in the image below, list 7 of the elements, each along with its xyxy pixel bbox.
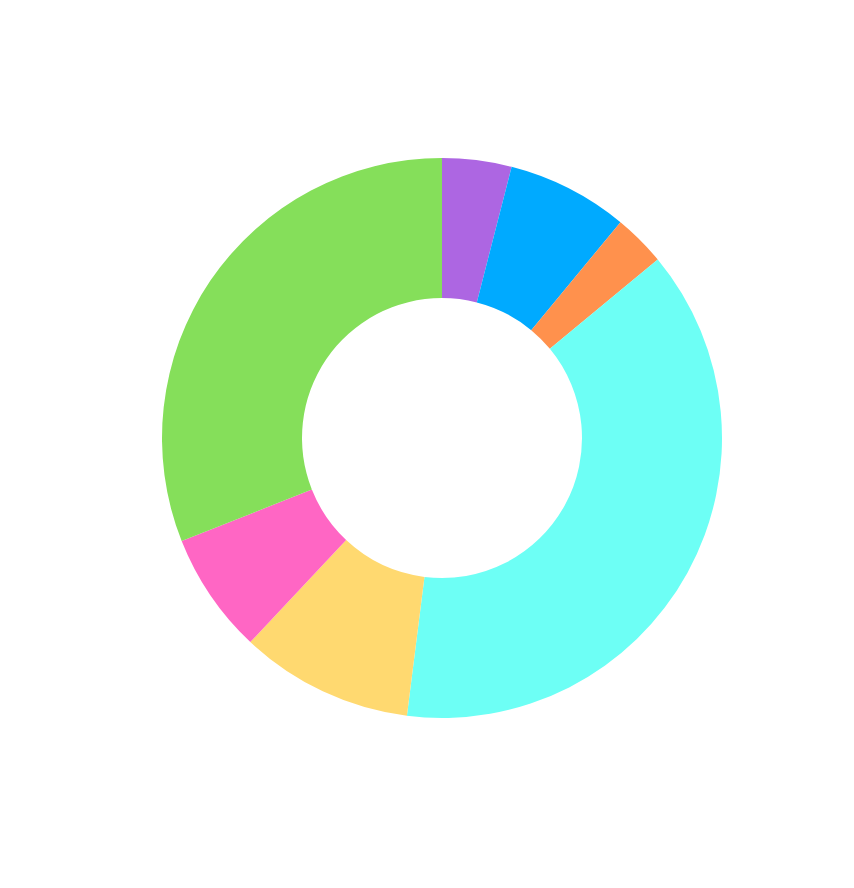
donut-slice — [250, 540, 425, 716]
donut-slice — [531, 222, 658, 349]
donut-slice — [162, 158, 442, 542]
donut-slice — [406, 259, 722, 718]
donut-slice — [442, 158, 512, 303]
donut-slice — [476, 166, 621, 331]
donut-slice — [181, 489, 347, 643]
